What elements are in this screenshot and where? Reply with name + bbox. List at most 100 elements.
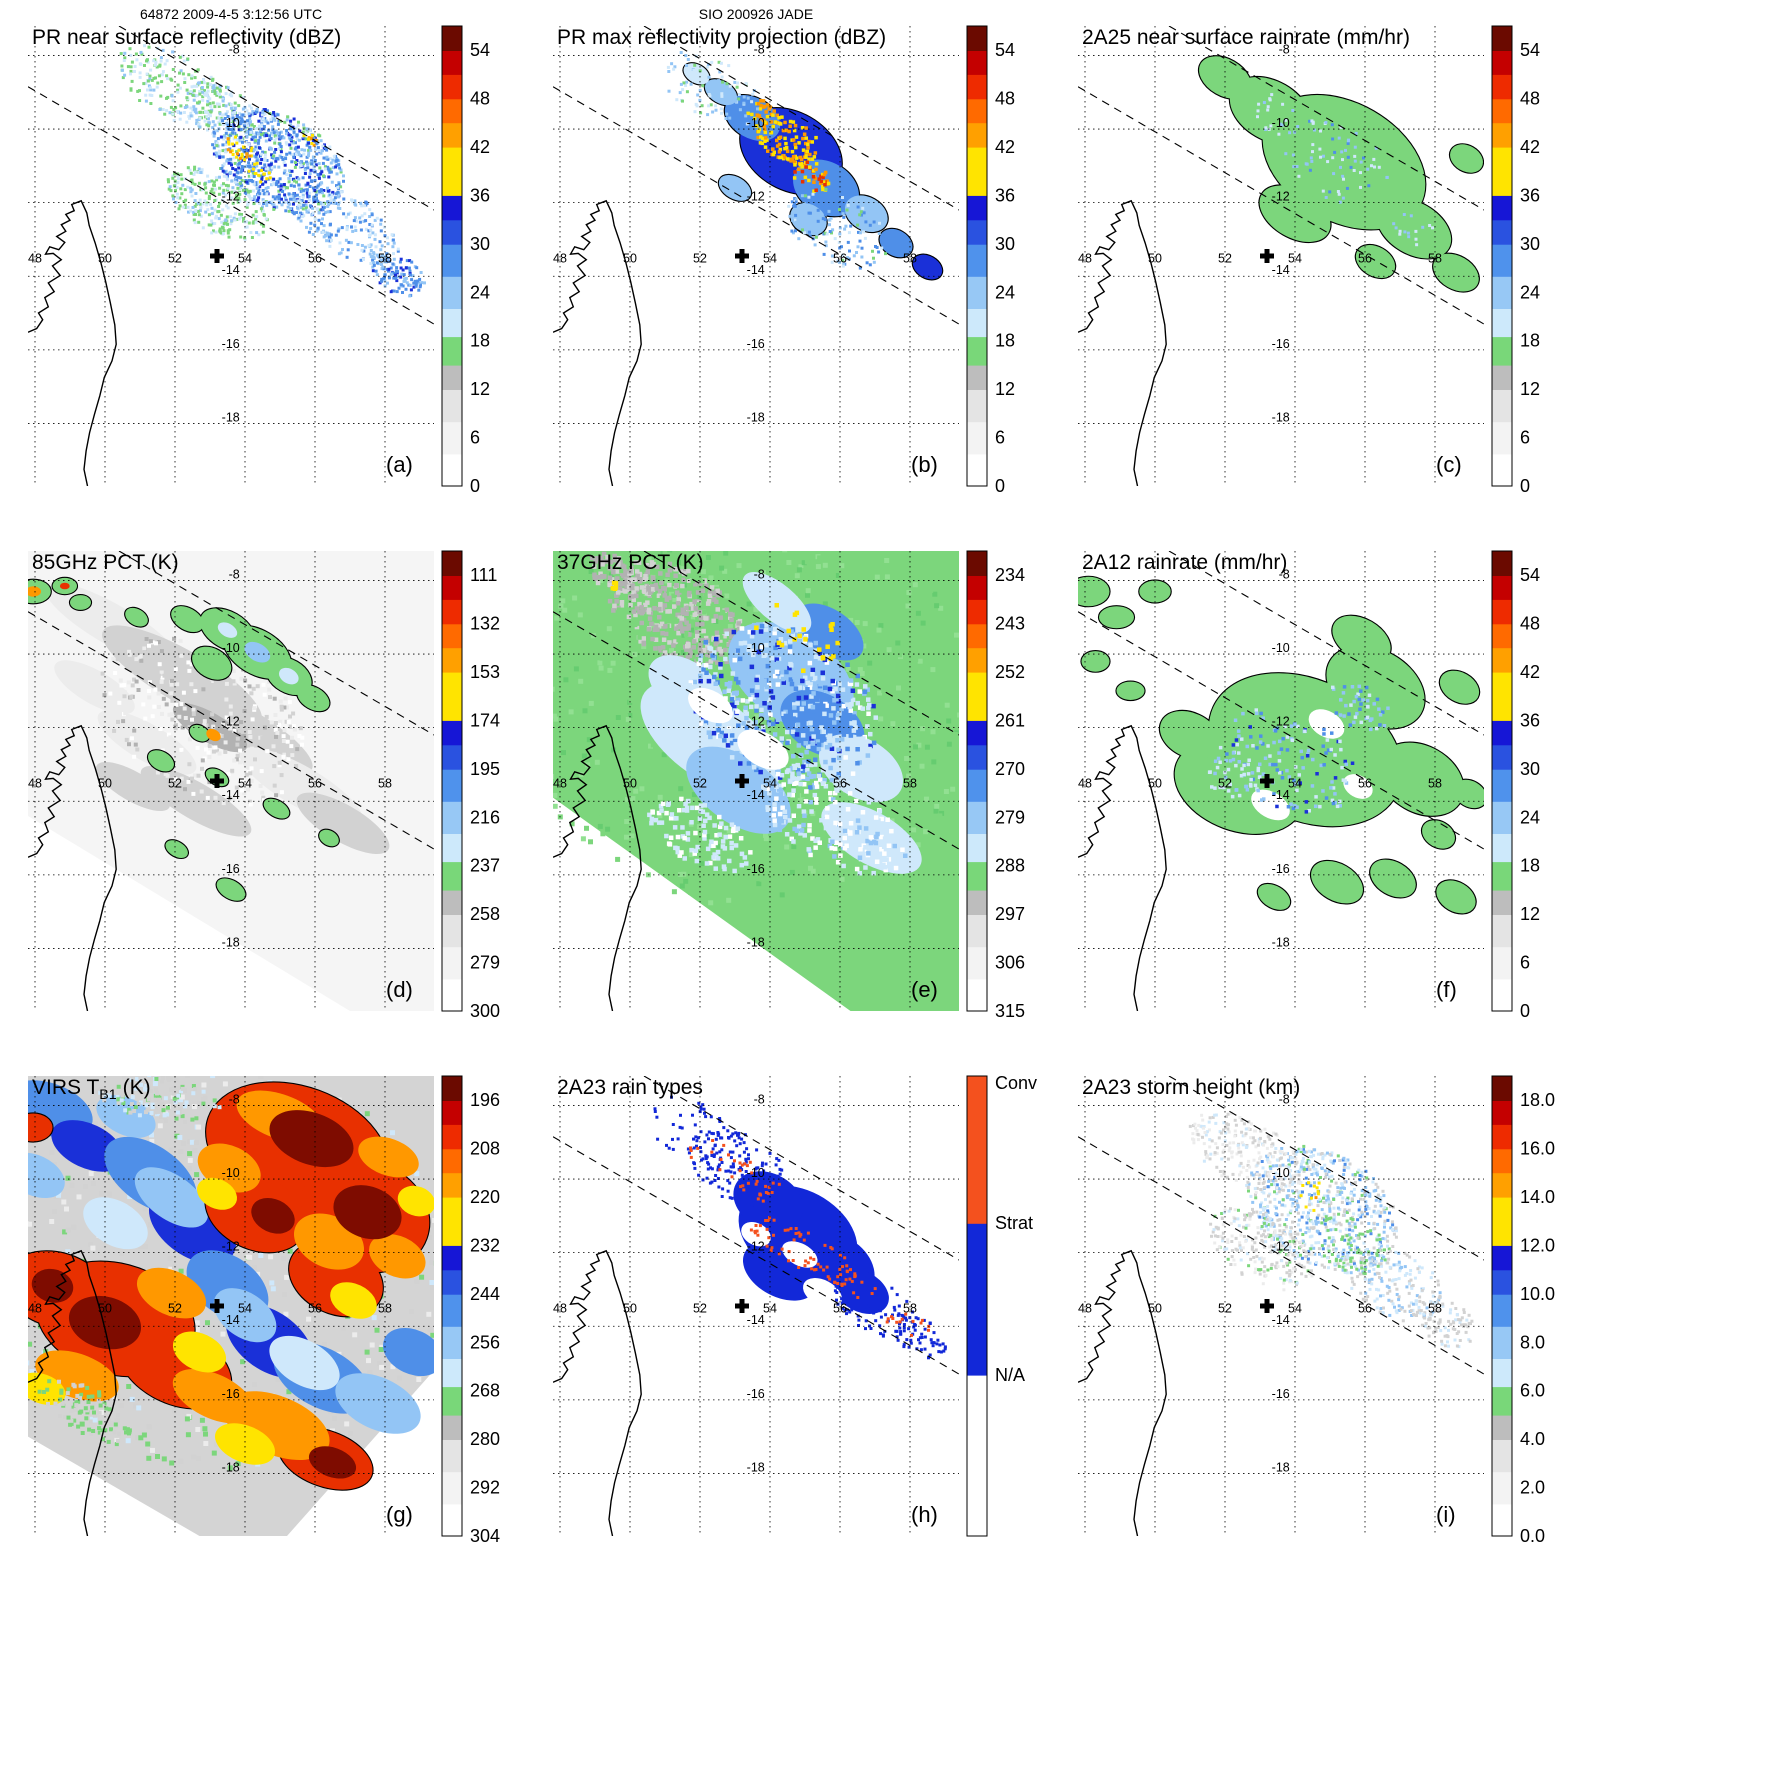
- overpass-marker: [210, 1299, 224, 1313]
- svg-text:54: 54: [995, 40, 1015, 60]
- gridlines: 48 50 52 54 56 58-8-10-12-14-16-18: [28, 26, 434, 486]
- svg-text:50: 50: [623, 251, 637, 265]
- map-layers: 48 50 52 54 56 58-8-10-12-14-16-18: [553, 1076, 959, 1536]
- svg-text:56: 56: [308, 251, 322, 265]
- svg-text:50: 50: [98, 776, 112, 790]
- colorbar: 0 6 12 18 24 30 36 42 48 54: [1491, 25, 1540, 496]
- map-layers: 48 50 52 54 56 58-8-10-12-14-16-18: [1078, 1076, 1484, 1536]
- coastline: [553, 1249, 642, 1536]
- overpass-marker: [1260, 249, 1274, 263]
- swath-edge-line: [118, 26, 434, 211]
- gridlines: 48 50 52 54 56 58-8-10-12-14-16-18: [553, 1076, 959, 1536]
- svg-text:48: 48: [995, 89, 1015, 109]
- colorbar: 0 6 12 18 24 30 36 42 48 54: [441, 25, 490, 496]
- swath-edge-line: [118, 551, 434, 736]
- svg-text:153: 153: [470, 662, 500, 682]
- map-layers: 48 50 52 54 56 58-8-10-12-14-16-18: [28, 551, 434, 1011]
- svg-text:52: 52: [168, 776, 182, 790]
- svg-text:36: 36: [995, 186, 1015, 206]
- svg-text:-18: -18: [222, 410, 240, 424]
- panel-d-map: 48 50 52 54 56 58 -8 -10 -12 -14 -16 -18 300 279 258 23…: [28, 550, 500, 1021]
- svg-text:54: 54: [238, 251, 252, 265]
- svg-text:300: 300: [470, 1001, 500, 1021]
- panel-b-map: 48 50 52 54 56 58 -8 -10 -12 -14 -16 -18 0 6 12 18 24 30 3…: [553, 25, 1015, 496]
- panel-h-title: 2A23 rain types: [557, 1076, 703, 1103]
- svg-text:48: 48: [553, 251, 567, 265]
- panel-i: 2A23 storm height (km) (i) 48 50 52 54 56 58-…: [1078, 1075, 1603, 1550]
- coastline: [28, 724, 117, 1011]
- panel-h-corner-label: (h): [911, 1502, 938, 1527]
- coastline: [28, 1249, 117, 1536]
- panel-g-map: 48 50 52 54 56 58-8-10-12-14-16-1830429228026…: [28, 1075, 500, 1546]
- svg-text:-14: -14: [222, 263, 240, 277]
- svg-text:42: 42: [1520, 137, 1540, 157]
- coastline: [553, 199, 642, 486]
- svg-text:-12: -12: [1272, 190, 1290, 204]
- svg-text:-8: -8: [229, 42, 240, 56]
- svg-text:6: 6: [995, 428, 1005, 448]
- svg-text:54: 54: [238, 776, 252, 790]
- svg-text:56: 56: [1358, 251, 1372, 265]
- svg-text:36: 36: [470, 186, 490, 206]
- panel-b-corner-label: (b): [911, 452, 938, 477]
- svg-text:48: 48: [1520, 89, 1540, 109]
- svg-text:52: 52: [168, 251, 182, 265]
- colorbar: 0.02.04.06.08.010.012.014.016.018.0: [1491, 1075, 1555, 1546]
- svg-text:54: 54: [1288, 251, 1302, 265]
- panel-g-title: VIRS TB1 (K): [32, 1076, 151, 1103]
- panel-d: 85GHz PCT (K) (d) 48 50 52 54 56 58 -8 -10 -12 -1…: [28, 550, 553, 1025]
- svg-text:56: 56: [308, 776, 322, 790]
- svg-text:-10: -10: [222, 116, 240, 130]
- panel-e: 37GHz PCT (K) (e) 48 50 52 54 56 58 -8 -10 -12 -1…: [553, 550, 1078, 1025]
- svg-text:48: 48: [28, 251, 42, 265]
- panel-g-title-sub: B1: [99, 1087, 117, 1104]
- figure-header: SIO 200926 JADE: [698, 6, 814, 22]
- overpass-header: 64872 2009-4-5 3:12:56 UTC: [139, 6, 323, 22]
- gridlines: 48 50 52 54 56 58-8-10-12-14-16-18: [1078, 1076, 1484, 1536]
- panel-i-map: 48 50 52 54 56 58-8-10-12-14-16-180.02.04.06.…: [1078, 1075, 1555, 1546]
- panel-a-map: 48 50 52 54 56 58 -8 -10 -12 -14 -16 -18 0 6 12 18 24 30 3…: [28, 25, 490, 496]
- overpass-marker: [210, 774, 224, 788]
- svg-text:48: 48: [28, 776, 42, 790]
- svg-text:-8: -8: [229, 567, 240, 581]
- panel-g-corner-label: (g): [386, 1502, 413, 1527]
- svg-text:54: 54: [763, 251, 777, 265]
- svg-text:52: 52: [693, 251, 707, 265]
- panel-c-title: 2A25 near surface rainrate (mm/hr): [1082, 26, 1410, 53]
- panel-h-title-text: 2A23 rain types: [557, 1076, 703, 1099]
- gridlines: 48 50 52 54 56 58-8-10-12-14-16-18: [1078, 551, 1484, 1011]
- svg-text:0: 0: [470, 476, 480, 496]
- map-layers: 48 50 52 54 56 58-8-10-12-14-16-18: [1078, 26, 1484, 486]
- svg-text:258: 258: [470, 904, 500, 924]
- gridlines: 48 50 52 54 56 58-8-10-12-14-16-18: [553, 551, 959, 1011]
- swath-edge-line: [643, 26, 959, 211]
- panel-b: PR max reflectivity projection (dBZ) (b)…: [553, 25, 1078, 500]
- svg-text:-12: -12: [222, 715, 240, 729]
- svg-text:18: 18: [995, 331, 1015, 351]
- map-layers: 48 50 52 54 56 58-8-10-12-14-16-18: [553, 26, 959, 486]
- svg-text:18: 18: [470, 331, 490, 351]
- svg-text:237: 237: [470, 856, 500, 876]
- svg-text:174: 174: [470, 711, 500, 731]
- map-layers: 48 50 52 54 56 58-8-10-12-14-16-18: [1078, 551, 1484, 1011]
- gridlines: 48 50 52 54 56 58-8-10-12-14-16-18: [1078, 26, 1484, 486]
- svg-text:111: 111: [470, 565, 497, 585]
- coastline: [28, 199, 117, 486]
- panel-i-corner-label: (i): [1436, 1502, 1456, 1527]
- svg-text:-8: -8: [754, 42, 765, 56]
- map-layers: 48 50 52 54 56 58-8-10-12-14-16-18: [553, 551, 959, 1011]
- panel-c-title-text: 2A25 near surface rainrate (mm/hr): [1082, 26, 1410, 49]
- svg-text:50: 50: [98, 251, 112, 265]
- svg-text:-12: -12: [747, 190, 765, 204]
- panel-d-title: 85GHz PCT (K): [32, 551, 179, 578]
- svg-text:24: 24: [470, 282, 490, 302]
- svg-text:-10: -10: [222, 641, 240, 655]
- map-layers: 48 50 52 54 56 58-8-10-12-14-16-18: [28, 26, 434, 486]
- swath-edge-line: [1168, 26, 1484, 211]
- svg-text:216: 216: [470, 807, 500, 827]
- svg-text:132: 132: [470, 614, 500, 634]
- svg-text:58: 58: [378, 251, 392, 265]
- svg-text:58: 58: [378, 776, 392, 790]
